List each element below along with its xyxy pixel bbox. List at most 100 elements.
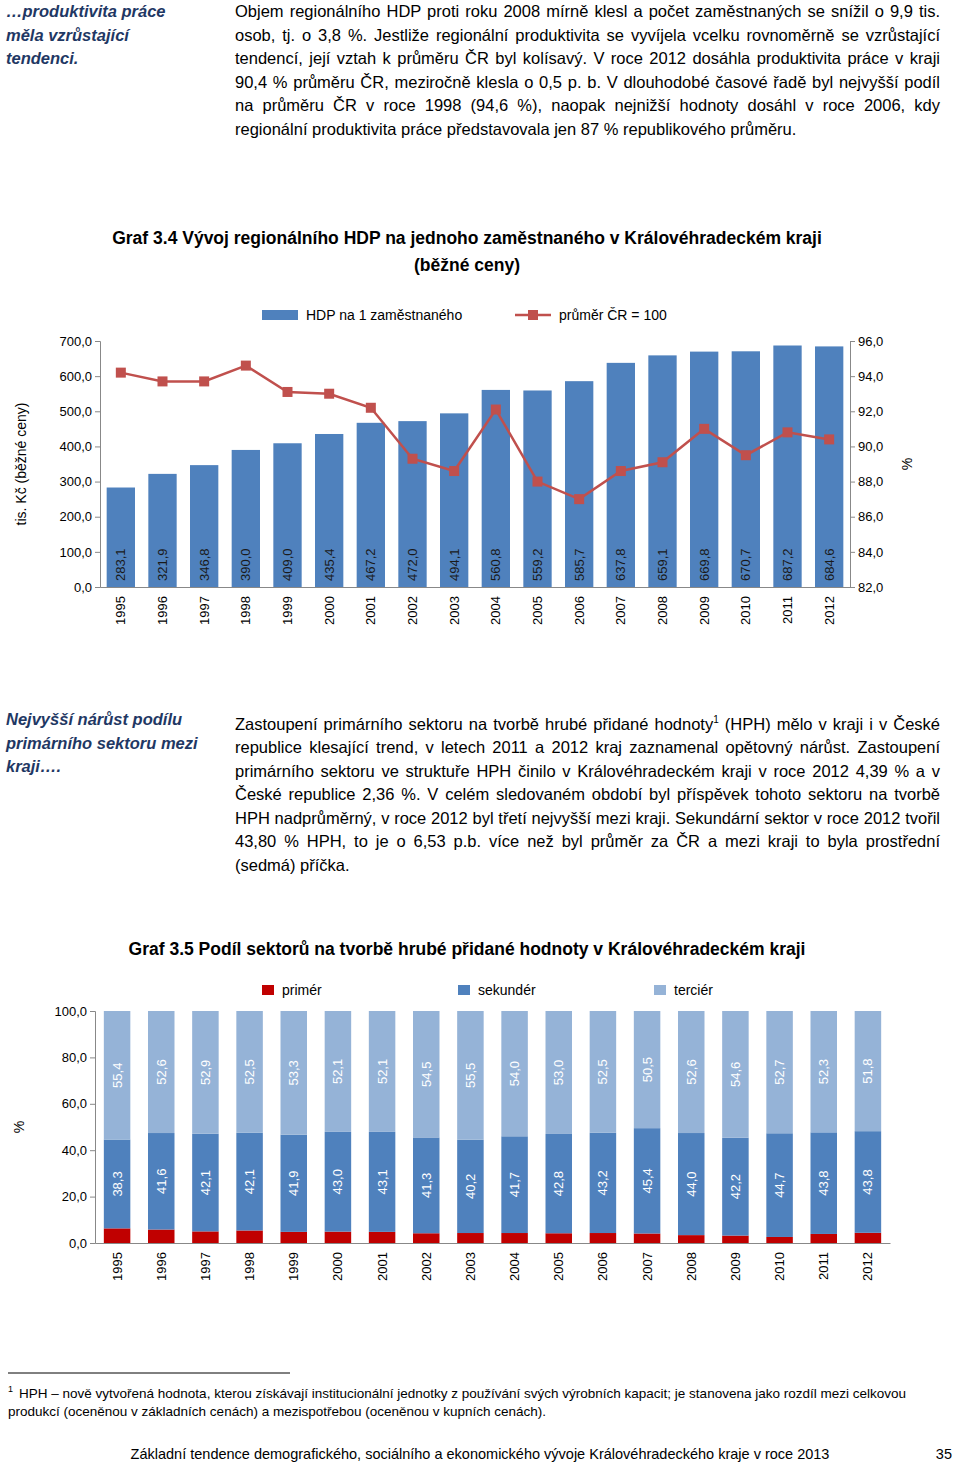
bar [678,1235,705,1243]
axis-title: % [11,1121,27,1133]
data-label: 44,7 [772,1172,787,1197]
axis-line [101,587,851,588]
tick: 2002 [405,596,420,625]
data-label: 52,3 [816,1059,831,1084]
data-label: 559,2 [530,548,545,581]
marker [116,368,126,378]
bar [457,1011,484,1140]
tick: 0,0 [74,580,100,595]
bar [634,1128,661,1233]
tick: 2008 [655,596,670,625]
tick: 88,0 [850,474,883,489]
tick-mark [90,1104,95,1105]
bar [546,1233,573,1243]
tick-label: 2008 [655,596,670,625]
bar [325,1132,352,1232]
data-label: 38,3 [110,1171,125,1196]
bar [678,1011,705,1133]
bar [732,351,760,587]
margin-note: Nejvyšší nárůst podílu primárního sektor… [6,708,221,779]
y2-axis: 82,084,086,088,090,092,094,096,0 [850,334,883,595]
tick-label: 1997 [198,1252,213,1281]
tick-mark [95,411,100,412]
bar [501,1011,528,1136]
tick: 2002 [419,1252,434,1281]
tick-label: 2006 [572,596,587,625]
data-label: 41,9 [286,1171,301,1196]
bar [678,1133,705,1235]
tick: 2011 [780,596,795,624]
legend-swatch [528,310,538,320]
tick: 0,0 [69,1236,95,1251]
bar [607,363,635,587]
tick-label: 100,0 [54,1004,87,1019]
bar [236,1133,262,1231]
data-label: 472,0 [405,548,420,581]
bar [107,488,135,587]
footnote-ref: 1 [713,714,719,725]
tick-label: 2007 [613,596,628,625]
bar [811,1234,838,1243]
chart-subtitle: (běžné ceny) [414,255,520,275]
tick-label: 80,0 [62,1050,87,1065]
tick-label: 600,0 [59,369,92,384]
tick: 2005 [551,1252,566,1281]
footnote: 1HPH – nově vytvořená hodnota, kterou zí… [8,1380,953,1421]
bar [722,1011,749,1138]
data-labels: 38,341,642,142,141,943,043,141,340,241,7… [110,1057,876,1199]
tick: 200,0 [59,509,100,524]
tick-label: 2011 [780,596,795,624]
bar [190,465,218,587]
tick-label: 100,0 [59,545,92,560]
bar [357,423,385,587]
tick-mark [850,411,855,412]
bar [546,1011,573,1134]
paragraph: Zastoupení primárního sektoru na tvorbě … [235,708,940,877]
tick: 2012 [860,1252,875,1281]
tick: 82,0 [850,580,883,595]
data-label: 687,2 [780,548,795,581]
data-label: 585,7 [572,548,587,581]
marker [533,477,543,487]
tick: 1996 [155,596,170,625]
data-label: 55,5 [463,1063,478,1088]
tick-mark [95,587,100,588]
tick-label: 2002 [419,1252,434,1281]
legend-item: průměr ČR = 100 [515,307,667,323]
data-label: 684,6 [822,548,837,581]
data-label: 40,2 [463,1174,478,1199]
data-label: 409,0 [280,548,295,581]
bar [369,1232,396,1243]
legend: HDP na 1 zaměstnanéhoprůměr ČR = 100 [262,307,667,323]
data-label: 52,7 [772,1059,787,1084]
tick: 2006 [572,596,587,625]
bar [315,434,343,587]
tick: 1999 [286,1252,301,1281]
bar [766,1133,793,1237]
marker [449,466,459,476]
bar [855,1011,882,1131]
tick-label: 60,0 [62,1096,87,1111]
tick: 94,0 [850,369,883,384]
data-label: 45,4 [640,1168,655,1193]
data-label: 51,8 [860,1058,875,1083]
tick-label: 88,0 [858,474,883,489]
tick: 1995 [113,596,128,625]
bar [413,1233,440,1243]
tick: 2001 [375,1252,390,1281]
marker [699,424,709,434]
data-label: 52,6 [684,1059,699,1084]
tick-mark [90,1011,95,1012]
tick-label: 94,0 [858,369,883,384]
tick-label: 2001 [363,596,378,625]
bar [722,1236,749,1243]
legend-label: terciér [674,982,713,998]
bar-series [104,1128,881,1237]
chart-title: Graf 3.4 Vývoj regionálního HDP na jedno… [112,228,822,248]
tick-mark [95,517,100,518]
tick-label: 1999 [280,596,295,625]
marker [616,466,626,476]
bar [722,1138,749,1236]
marker [283,387,293,397]
tick-mark [95,482,100,483]
